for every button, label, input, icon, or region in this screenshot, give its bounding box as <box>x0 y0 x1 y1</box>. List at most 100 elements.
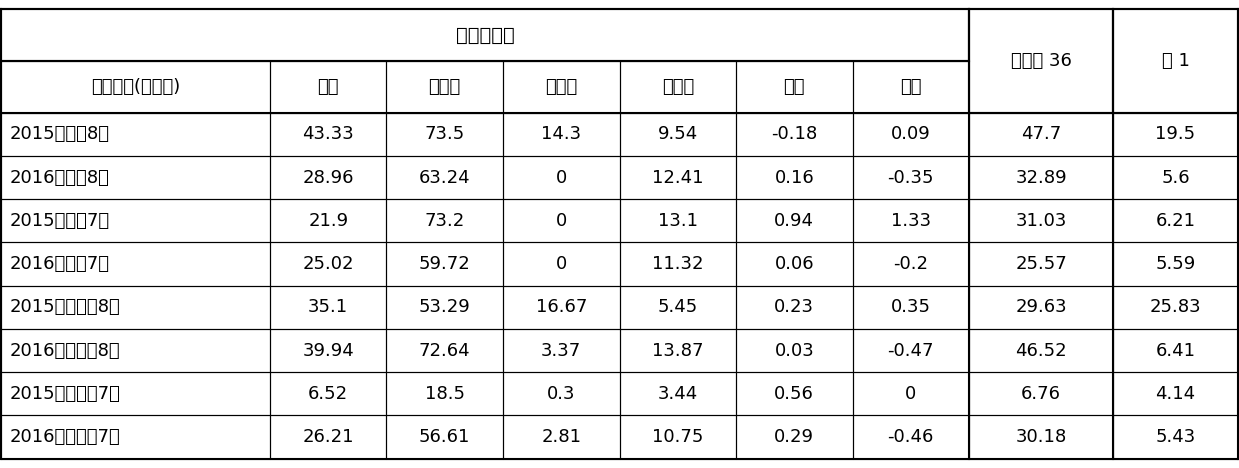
Bar <box>852 156 969 199</box>
Text: 2015年安阳8月: 2015年安阳8月 <box>10 125 109 143</box>
Text: 53.29: 53.29 <box>419 298 471 316</box>
Text: 0.03: 0.03 <box>774 342 814 359</box>
Bar <box>736 329 852 372</box>
Bar <box>503 329 620 372</box>
Bar <box>1 156 270 199</box>
Text: 63.24: 63.24 <box>419 168 471 187</box>
Text: 25.83: 25.83 <box>1150 298 1202 316</box>
Text: 发病时期(或环境): 发病时期(或环境) <box>90 78 181 96</box>
Text: 25.02: 25.02 <box>302 255 354 273</box>
Text: 26.21: 26.21 <box>302 428 354 446</box>
Bar <box>270 199 387 242</box>
Text: 代换系群体: 代换系群体 <box>456 26 514 44</box>
Text: 中棉所 36: 中棉所 36 <box>1011 52 1072 70</box>
Bar <box>503 242 620 285</box>
Bar <box>736 199 852 242</box>
Bar <box>503 199 620 242</box>
Text: 0: 0 <box>906 385 917 403</box>
Text: 0: 0 <box>555 255 567 273</box>
Bar <box>736 156 852 199</box>
Bar <box>620 156 736 199</box>
Bar <box>1 285 270 329</box>
Text: 39.94: 39.94 <box>302 342 354 359</box>
Bar <box>1114 242 1238 285</box>
Text: -0.46: -0.46 <box>887 428 934 446</box>
Bar <box>1 199 270 242</box>
Bar <box>387 285 503 329</box>
Bar <box>969 199 1114 242</box>
Bar <box>736 61 852 113</box>
Bar <box>387 113 503 156</box>
Text: 5.43: 5.43 <box>1155 428 1196 446</box>
Bar <box>1114 156 1238 199</box>
Bar <box>387 156 503 199</box>
Bar <box>852 199 969 242</box>
Bar <box>503 372 620 416</box>
Text: 30.18: 30.18 <box>1016 428 1067 446</box>
Bar <box>969 372 1114 416</box>
Bar <box>387 199 503 242</box>
Bar <box>852 329 969 372</box>
Bar <box>969 113 1114 156</box>
Text: 2015年安阳7月: 2015年安阳7月 <box>10 212 109 230</box>
Bar <box>1114 329 1238 372</box>
Text: 5.59: 5.59 <box>1155 255 1196 273</box>
Text: 43.33: 43.33 <box>302 125 354 143</box>
Bar <box>736 416 852 459</box>
Bar <box>270 372 387 416</box>
Text: -0.47: -0.47 <box>887 342 934 359</box>
Text: 46.52: 46.52 <box>1016 342 1067 359</box>
Bar <box>969 329 1114 372</box>
Text: 3.37: 3.37 <box>541 342 581 359</box>
Bar <box>969 156 1114 199</box>
Text: 0.56: 0.56 <box>774 385 814 403</box>
Bar <box>620 416 736 459</box>
Text: 2016年安阳7月: 2016年安阳7月 <box>10 255 109 273</box>
Text: 2015年石河子8月: 2015年石河子8月 <box>10 298 120 316</box>
Bar <box>387 329 503 372</box>
Text: 0.09: 0.09 <box>891 125 930 143</box>
Text: 29.63: 29.63 <box>1016 298 1067 316</box>
Text: 59.72: 59.72 <box>419 255 471 273</box>
Text: 35.1: 35.1 <box>309 298 348 316</box>
Text: 5.45: 5.45 <box>658 298 698 316</box>
Text: 2016年石河子7月: 2016年石河子7月 <box>10 428 120 446</box>
Text: 0.23: 0.23 <box>774 298 814 316</box>
Bar <box>503 61 620 113</box>
Bar <box>620 113 736 156</box>
Text: 10.75: 10.75 <box>652 428 704 446</box>
Text: 12.41: 12.41 <box>652 168 704 187</box>
Bar <box>620 329 736 372</box>
Text: 最大值: 最大值 <box>429 78 461 96</box>
Text: 47.7: 47.7 <box>1021 125 1062 143</box>
Text: -0.18: -0.18 <box>771 125 818 143</box>
Text: 32.89: 32.89 <box>1016 168 1067 187</box>
Text: 0.29: 0.29 <box>774 428 814 446</box>
Bar <box>503 113 620 156</box>
Bar <box>1 61 270 113</box>
Bar <box>852 416 969 459</box>
Text: 6.52: 6.52 <box>309 385 348 403</box>
Text: 峰度: 峰度 <box>900 78 922 96</box>
Text: 2016年石河子8月: 2016年石河子8月 <box>10 342 120 359</box>
Bar <box>1 372 270 416</box>
Bar <box>620 199 736 242</box>
Text: -0.35: -0.35 <box>887 168 934 187</box>
Bar <box>736 113 852 156</box>
Text: -0.2: -0.2 <box>893 255 928 273</box>
Bar <box>620 372 736 416</box>
Bar <box>620 242 736 285</box>
Text: 28.96: 28.96 <box>302 168 354 187</box>
Bar <box>387 416 503 459</box>
Bar <box>1 113 270 156</box>
Text: 73.5: 73.5 <box>425 125 465 143</box>
Text: 18.5: 18.5 <box>425 385 465 403</box>
Text: 0.35: 0.35 <box>891 298 930 316</box>
Bar <box>270 416 387 459</box>
Text: 斜度: 斜度 <box>783 78 805 96</box>
Text: 均值: 均值 <box>317 78 339 96</box>
Text: 6.41: 6.41 <box>1156 342 1196 359</box>
Bar <box>270 113 387 156</box>
Bar <box>1114 285 1238 329</box>
Text: 72.64: 72.64 <box>419 342 471 359</box>
